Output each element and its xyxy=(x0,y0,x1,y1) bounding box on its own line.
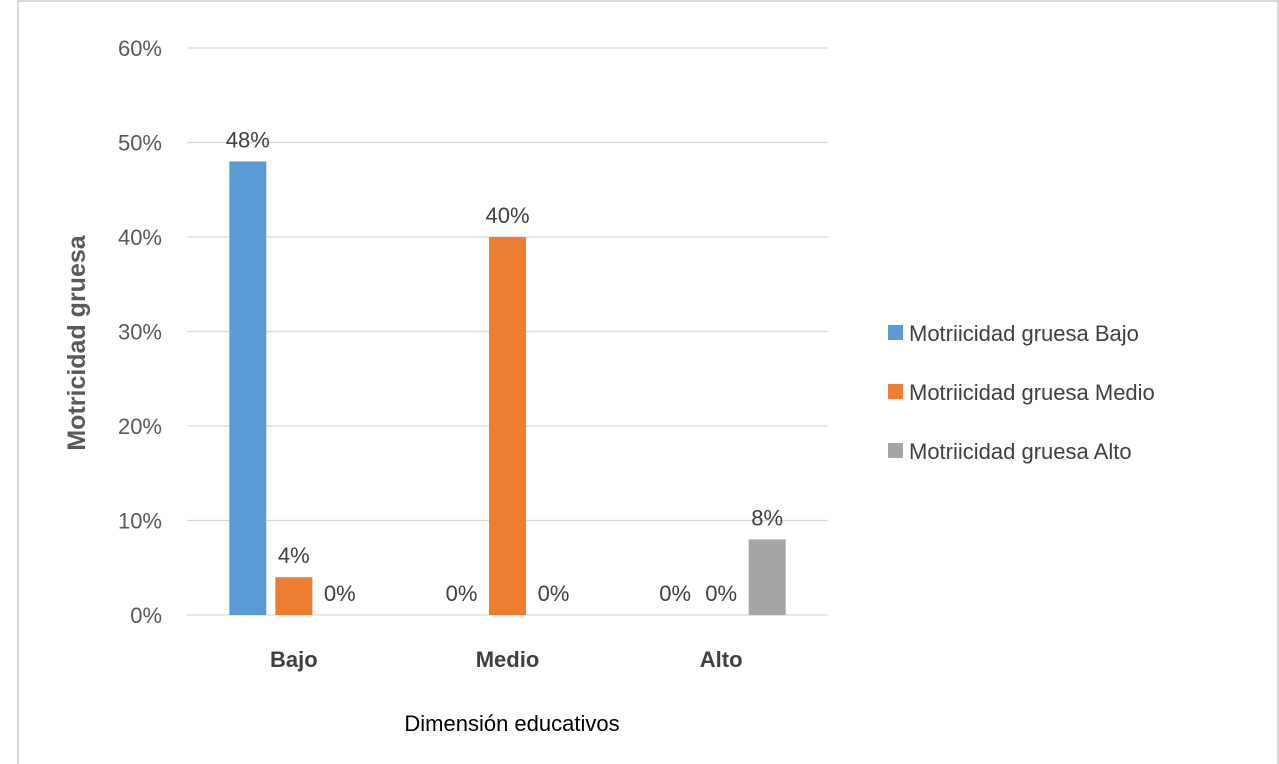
y-tick-label: 50% xyxy=(118,131,162,156)
bar xyxy=(229,161,267,615)
y-tick-label: 30% xyxy=(118,320,162,345)
data-label: 0% xyxy=(659,581,691,606)
data-label: 8% xyxy=(751,505,783,530)
data-label: 0% xyxy=(324,581,356,606)
y-tick-label: 10% xyxy=(118,509,162,534)
legend-label: Motriicidad gruesa Bajo xyxy=(909,321,1139,346)
bars xyxy=(229,161,786,615)
x-axis-categories: Bajo Medio Alto xyxy=(270,647,743,672)
data-label: 40% xyxy=(485,203,529,228)
bar xyxy=(748,539,786,615)
x-axis-title: Dimensión educativos xyxy=(404,711,619,736)
chart-frame xyxy=(17,0,1279,764)
bar xyxy=(275,577,313,615)
y-axis-title: Motricidad gruesa xyxy=(63,234,91,450)
y-tick-label: 20% xyxy=(118,414,162,439)
legend-label: Motriicidad gruesa Alto xyxy=(909,439,1132,464)
legend-swatch xyxy=(888,384,903,399)
legend-swatch xyxy=(888,443,903,458)
legend: Motriicidad gruesa Bajo Motriicidad grues… xyxy=(888,321,1155,464)
x-category-label: Alto xyxy=(700,647,743,672)
data-label: 0% xyxy=(538,581,570,606)
y-axis-ticks: 0% 10% 20% 30% 40% 50% 60% xyxy=(118,36,162,628)
x-category-label: Bajo xyxy=(270,647,318,672)
data-label: 0% xyxy=(705,581,737,606)
y-tick-label: 40% xyxy=(118,225,162,250)
data-label: 0% xyxy=(446,581,478,606)
data-label: 4% xyxy=(278,543,310,568)
data-label: 48% xyxy=(226,127,270,152)
data-labels: 48% 4% 0% 0% 40% 0% 0% 0% 8% xyxy=(226,127,783,606)
legend-label: Motriicidad gruesa Medio xyxy=(909,380,1155,405)
bar xyxy=(489,237,526,615)
y-tick-label: 0% xyxy=(130,603,162,628)
y-tick-label: 60% xyxy=(118,36,162,61)
legend-swatch xyxy=(888,325,903,340)
x-category-label: Medio xyxy=(476,647,540,672)
